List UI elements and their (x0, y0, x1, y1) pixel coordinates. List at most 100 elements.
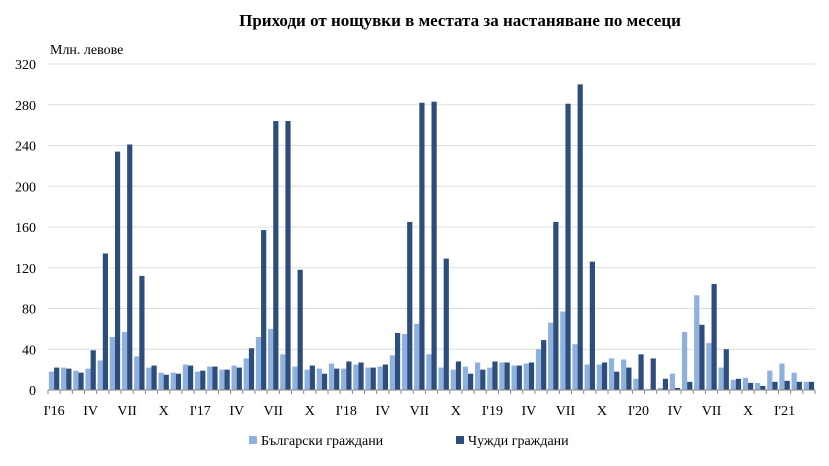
x-tick-label: VII (117, 404, 137, 419)
bar-bulgarian (791, 372, 797, 390)
bar-bulgarian (499, 362, 505, 390)
bar-bulgarian (535, 349, 542, 390)
x-tick-label: I'16 (43, 404, 64, 419)
x-tick-label: X (159, 404, 169, 419)
bar-bulgarian (511, 365, 517, 390)
bar-bulgarian (182, 364, 189, 390)
y-tick-label: 320 (15, 58, 36, 73)
x-tick-label: X (451, 404, 461, 419)
bar-bulgarian (584, 364, 590, 390)
bar-bulgarian (608, 358, 615, 390)
bar-foreign (407, 221, 413, 390)
x-tick-label: IV (375, 404, 390, 419)
bar-foreign (285, 121, 291, 391)
y-tick-label: 120 (15, 262, 36, 277)
bar-bulgarian (450, 369, 456, 391)
bar-foreign (346, 361, 352, 390)
bar-foreign (443, 258, 449, 390)
bar-foreign (114, 151, 121, 390)
bar-bulgarian (341, 368, 347, 390)
bar-bulgarian (109, 337, 115, 390)
x-tick-label: VII (410, 404, 430, 419)
bar-foreign (66, 368, 72, 390)
y-tick-label: 240 (15, 140, 36, 155)
legend-swatch-foreign (456, 436, 464, 444)
bar-foreign (54, 367, 60, 390)
bar-bulgarian (304, 369, 310, 391)
bar-foreign (455, 361, 462, 390)
x-tick-label: X (597, 404, 607, 419)
bar-bulgarian (572, 344, 578, 390)
bar-bulgarian (426, 354, 432, 390)
bar-bulgarian (669, 373, 675, 390)
bar-foreign (772, 381, 778, 390)
bar-foreign (516, 365, 522, 390)
bar-foreign (200, 370, 206, 390)
bar-foreign (638, 354, 644, 390)
y-tick-label: 0 (29, 384, 36, 399)
bar-bulgarian (146, 367, 152, 390)
x-tick-label: IV (83, 404, 98, 419)
bar-foreign (248, 348, 255, 390)
bar-foreign (492, 361, 498, 390)
bar-foreign (370, 367, 376, 390)
bar-foreign (699, 324, 705, 390)
bar-bulgarian (621, 359, 627, 390)
bar-foreign (321, 373, 328, 390)
bar-bulgarian (85, 368, 91, 390)
bar-bulgarian (438, 367, 444, 390)
x-tick-label: I'17 (190, 404, 211, 419)
bar-foreign (394, 332, 401, 390)
x-tick-label: I'18 (336, 404, 357, 419)
x-tick-label: VII (556, 404, 576, 419)
bar-foreign (212, 366, 218, 390)
bar-foreign (358, 362, 364, 390)
bar-foreign (468, 373, 474, 390)
bar-foreign (808, 381, 815, 390)
bar-bulgarian (779, 363, 785, 390)
legend-label-bulgarian: Български граждани (261, 434, 384, 449)
bar-bulgarian (231, 365, 237, 390)
y-tick-label: 40 (22, 343, 36, 358)
bar-foreign (577, 84, 583, 391)
bar-bulgarian (755, 382, 761, 390)
bar-foreign (102, 253, 108, 390)
bar-foreign (601, 362, 608, 390)
x-tick-label: I'20 (628, 404, 649, 419)
bar-foreign (309, 365, 315, 390)
bar-bulgarian (134, 356, 140, 390)
bar-foreign (504, 362, 510, 390)
bar-bulgarian (462, 366, 469, 390)
bar-bulgarian (401, 333, 408, 390)
legend: Български граждани Чужди граждани (249, 434, 569, 449)
bar-foreign (662, 378, 669, 390)
bar-foreign (480, 369, 486, 391)
bar-bulgarian (742, 377, 749, 390)
bar-foreign (261, 230, 267, 390)
bar-foreign (78, 372, 84, 390)
bar-foreign (589, 261, 595, 390)
chart-title: Приходи от нощувки в местата за настаняв… (239, 11, 681, 30)
bar-bulgarian (328, 363, 335, 390)
x-tick-label: I'19 (482, 404, 503, 419)
bar-bulgarian (207, 366, 213, 390)
x-tick-label: I'21 (774, 404, 795, 419)
bar-bulgarian (414, 323, 420, 390)
bar-foreign (784, 380, 790, 390)
bar-bulgarian (803, 381, 809, 390)
x-axis (47, 389, 816, 394)
bar-foreign (90, 350, 96, 390)
bar-bulgarian (694, 295, 700, 390)
bar-bulgarian (475, 362, 481, 390)
bar-bulgarian (170, 372, 176, 390)
bar-foreign (528, 362, 535, 390)
x-tick-label: X (743, 404, 753, 419)
bar-bulgarian (548, 322, 554, 390)
bar-bulgarian (121, 331, 128, 390)
bar-bulgarian (487, 367, 493, 390)
y-axis-unit-label: Млн. левове (50, 43, 123, 58)
bar-bulgarian (219, 369, 225, 391)
y-tick-label: 280 (15, 99, 36, 114)
